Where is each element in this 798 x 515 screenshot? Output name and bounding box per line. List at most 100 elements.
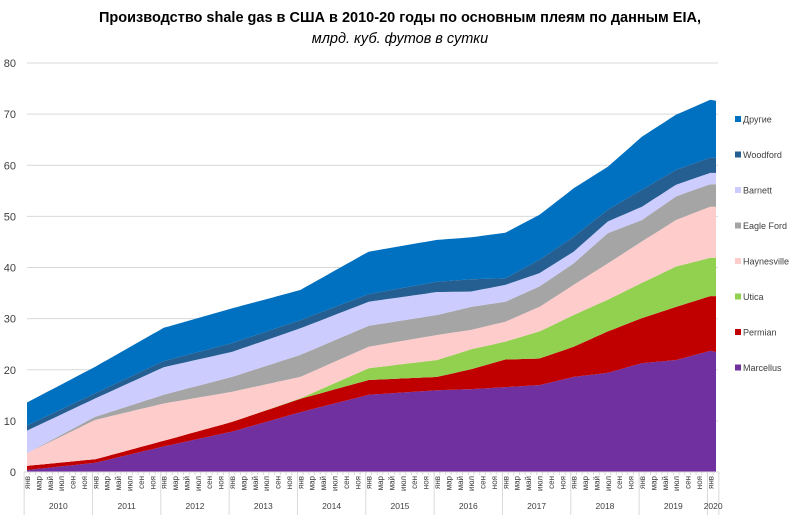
month-tick-label: мар bbox=[34, 475, 43, 490]
legend-item: Utica bbox=[735, 292, 764, 302]
month-tick-label: сен bbox=[615, 476, 624, 489]
legend-item: Barnett bbox=[735, 186, 773, 196]
year-label: 2020 bbox=[704, 501, 723, 511]
month-tick-label: июл bbox=[194, 476, 203, 491]
legend-label: Barnett bbox=[743, 186, 773, 196]
month-tick-label: мар bbox=[103, 475, 112, 490]
y-tick-label: 20 bbox=[4, 365, 16, 377]
y-tick-label: 0 bbox=[10, 467, 16, 479]
month-tick-label: ноя bbox=[695, 476, 704, 489]
chart-subtitle: млрд. куб. футов в сутки bbox=[312, 31, 488, 47]
area-marcellus bbox=[27, 350, 716, 472]
legend-label: Utica bbox=[743, 292, 764, 302]
year-label: 2017 bbox=[527, 501, 546, 511]
month-tick-label: сен bbox=[137, 476, 146, 489]
month-tick-label: июл bbox=[262, 476, 271, 491]
month-tick-label: ноя bbox=[558, 476, 567, 489]
month-tick-label: май bbox=[592, 476, 601, 490]
month-tick-label: май bbox=[319, 476, 328, 490]
month-tick-label: июл bbox=[604, 476, 613, 491]
legend-item: Marcellus bbox=[735, 363, 782, 373]
y-axis: 0 10 20 30 40 50 60 70 80 bbox=[4, 58, 16, 479]
legend-item: Eagle Ford bbox=[735, 221, 787, 231]
legend-swatch bbox=[735, 151, 741, 158]
area-permian bbox=[27, 296, 716, 470]
legend-swatch bbox=[735, 293, 741, 300]
month-tick-label: ноя bbox=[490, 476, 499, 489]
month-tick-label: мар bbox=[308, 475, 317, 490]
y-tick-label: 30 bbox=[4, 314, 16, 326]
month-tick-label: май bbox=[46, 476, 55, 490]
month-tick-label: июл bbox=[399, 476, 408, 491]
month-tick-label: май bbox=[114, 476, 123, 490]
month-tick-label: янв bbox=[23, 476, 32, 489]
month-tick-label: янв bbox=[706, 476, 715, 489]
legend-swatch bbox=[735, 329, 741, 335]
area-barnett bbox=[27, 172, 716, 454]
month-tick-label: май bbox=[387, 476, 396, 490]
month-tick-label: июл bbox=[535, 476, 544, 491]
month-tick-label: мар bbox=[581, 475, 590, 490]
month-tick-label: июл bbox=[57, 476, 66, 491]
area-series bbox=[27, 99, 716, 472]
month-tick-label: сен bbox=[342, 476, 351, 489]
area-eagle-ford bbox=[27, 184, 716, 454]
month-tick-label: май bbox=[524, 476, 533, 490]
legend: Другие Woodford Barnett Eagle Ford Haynesvil… bbox=[735, 115, 789, 373]
month-tick-label: сен bbox=[410, 476, 419, 489]
month-tick-label: ноя bbox=[80, 476, 89, 489]
legend-item: Другие bbox=[735, 115, 772, 125]
month-tick-label: мар bbox=[649, 475, 658, 490]
y-tick-label: 40 bbox=[4, 263, 16, 275]
month-tick-label: мар bbox=[239, 475, 248, 490]
y-tick-label: 50 bbox=[4, 211, 16, 223]
month-tick-label: мар bbox=[376, 475, 385, 490]
y-tick-label: 60 bbox=[4, 160, 16, 172]
year-label: 2014 bbox=[322, 501, 341, 511]
area-haynesville bbox=[27, 206, 716, 466]
month-tick-label: июл bbox=[672, 476, 681, 491]
month-tick-label: янв bbox=[638, 476, 647, 489]
month-tick-label: ноя bbox=[285, 476, 294, 489]
month-tick-label: янв bbox=[570, 476, 579, 489]
month-tick-label: сен bbox=[274, 476, 283, 489]
month-tick-label: мар bbox=[444, 475, 453, 490]
month-tick-label: сен bbox=[479, 476, 488, 489]
month-tick-label: июл bbox=[125, 476, 134, 491]
month-tick-label: сен bbox=[205, 476, 214, 489]
legend-label: Marcellus bbox=[743, 363, 782, 373]
month-tick-label: ноя bbox=[627, 476, 636, 489]
area-woodford bbox=[27, 157, 716, 431]
month-tick-label: июл bbox=[467, 476, 476, 491]
legend-swatch bbox=[735, 222, 741, 229]
legend-item: Haynesville bbox=[735, 257, 789, 267]
legend-label: Eagle Ford bbox=[743, 221, 787, 231]
month-tick-label: сен bbox=[547, 476, 556, 489]
month-tick-label: ноя bbox=[217, 476, 226, 489]
year-label: 2010 bbox=[49, 501, 68, 511]
legend-swatch bbox=[735, 364, 741, 371]
year-label: 2019 bbox=[664, 501, 683, 511]
month-tick-label: янв bbox=[160, 476, 169, 489]
month-tick-label: янв bbox=[365, 476, 374, 489]
x-axis: янв мар май июл сен ноя янв мар май июл сен ноя янв м… bbox=[23, 471, 723, 515]
month-tick-label: янв bbox=[228, 476, 237, 489]
month-tick-label: май bbox=[456, 476, 465, 490]
year-label: 2018 bbox=[596, 501, 615, 511]
legend-swatch bbox=[735, 116, 741, 122]
month-tick-label: мар bbox=[513, 475, 522, 490]
month-tick-label: июл bbox=[330, 476, 339, 491]
year-label: 2016 bbox=[459, 501, 478, 511]
month-tick-label: янв bbox=[296, 476, 305, 489]
legend-label: Другие bbox=[743, 115, 772, 125]
month-tick-label: ноя bbox=[422, 476, 431, 489]
legend-label: Woodford bbox=[743, 150, 782, 160]
month-tick-label: мар bbox=[171, 475, 180, 490]
legend-swatch bbox=[735, 187, 741, 193]
area-другие bbox=[27, 99, 716, 426]
year-label: 2011 bbox=[118, 501, 137, 511]
month-tick-label: май bbox=[661, 476, 670, 490]
month-tick-label: сен bbox=[684, 476, 693, 489]
year-label: 2013 bbox=[254, 501, 273, 511]
